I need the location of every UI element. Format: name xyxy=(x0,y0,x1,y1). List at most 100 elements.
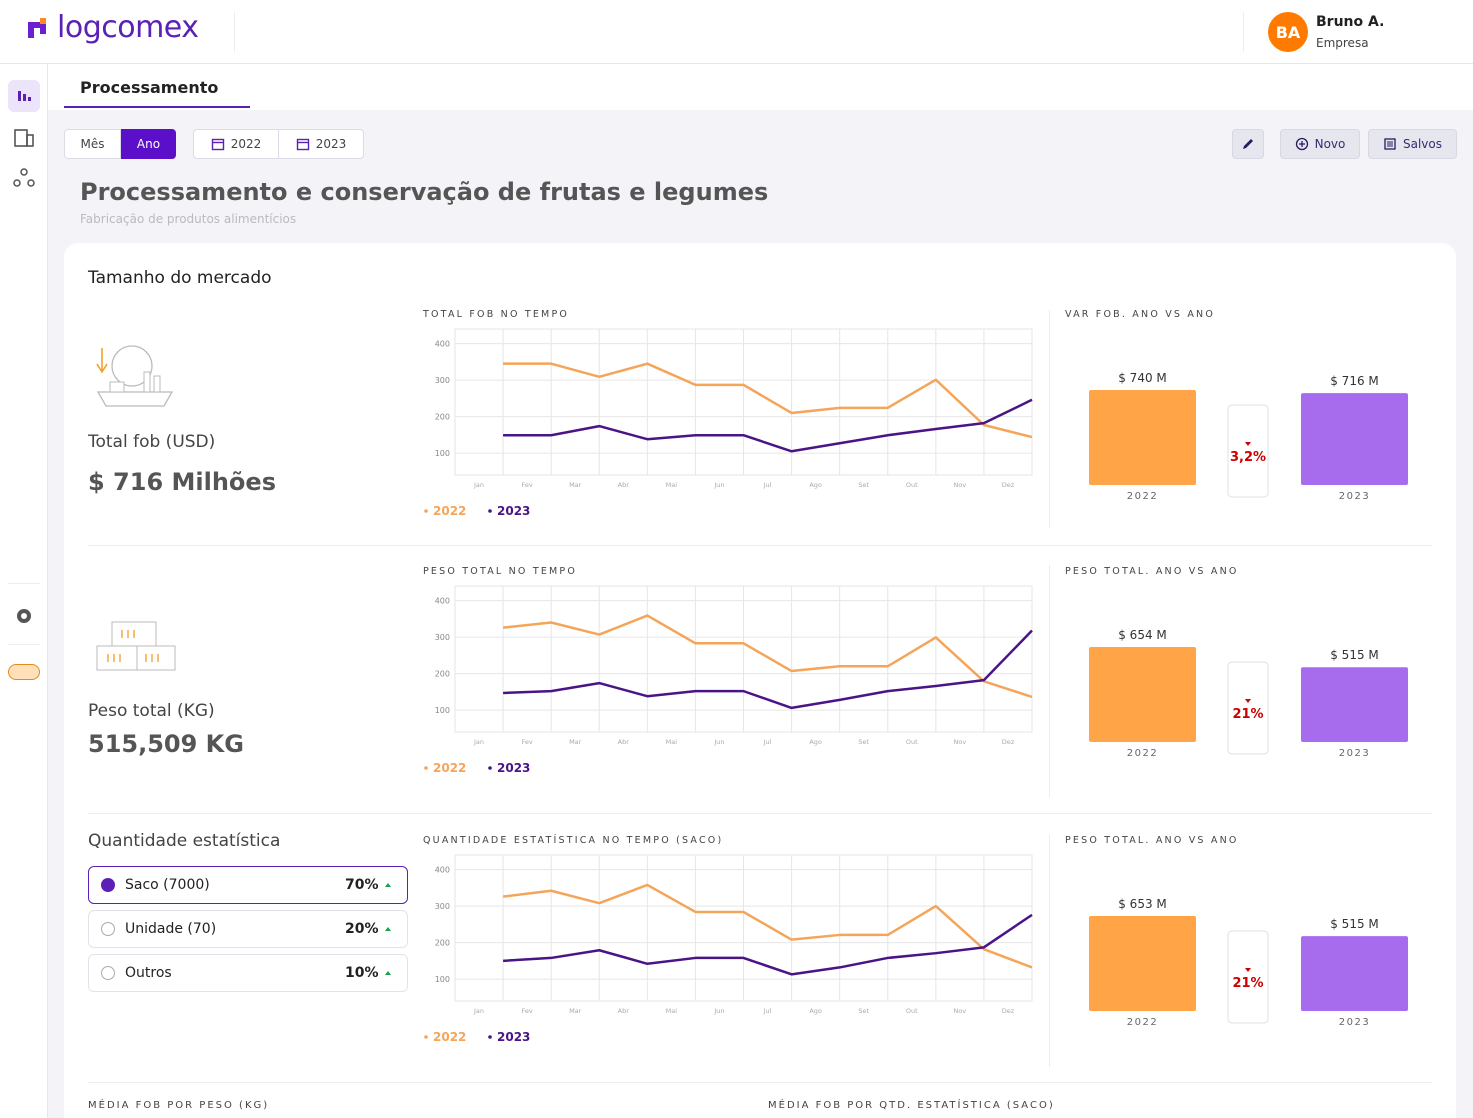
quantity-option[interactable]: Saco (7000) 70% xyxy=(88,866,408,904)
line-chart: QUANTIDADE ESTATÍSTICA NO TEMPO (SACO) 10… xyxy=(423,834,1033,1044)
legend-dot xyxy=(488,1035,492,1039)
bar-value-label: $ 515 M xyxy=(1330,648,1379,662)
card-title: Tamanho do mercado xyxy=(88,268,272,288)
year-from[interactable]: 2022 xyxy=(193,129,279,159)
kpi-value: 515,509 KG xyxy=(88,730,244,758)
bar-category: 2023 xyxy=(1339,748,1370,759)
chart-title: PESO TOTAL NO TEMPO xyxy=(423,566,577,577)
nav-buildings[interactable] xyxy=(12,126,36,150)
legend-dot xyxy=(488,509,492,513)
period-year[interactable]: Ano xyxy=(121,129,176,159)
y-tick-label: 300 xyxy=(435,902,450,911)
x-tick-label: Dez xyxy=(1002,1007,1015,1015)
x-tick-label: Out xyxy=(906,481,918,489)
x-tick-label: Out xyxy=(906,1007,918,1015)
x-tick-label: Ago xyxy=(809,738,822,746)
chart-title: VAR FOB. ANO VS ANO xyxy=(1065,309,1215,320)
series-line xyxy=(502,883,1033,969)
x-tick-label: Mai xyxy=(666,738,678,746)
y-tick-label: 400 xyxy=(435,866,450,875)
x-tick-label: Jul xyxy=(763,481,772,489)
user-role: Empresa xyxy=(1316,36,1369,50)
footer-title: MÉDIA FOB POR QTD. ESTATÍSTICA (SACO) xyxy=(768,1100,1055,1111)
year-to[interactable]: 2023 xyxy=(278,129,364,159)
x-tick-label: Mar xyxy=(569,1007,582,1015)
period-month[interactable]: Mês xyxy=(64,129,121,159)
bar-category: 2022 xyxy=(1127,748,1158,759)
y-tick-label: 300 xyxy=(435,633,450,642)
series-line xyxy=(503,362,1033,439)
year-label: 2022 xyxy=(230,137,262,151)
nav-charts[interactable] xyxy=(8,80,40,112)
bar-chart: PESO TOTAL. ANO VS ANO $ 653 M 2022 $ 515 M… xyxy=(1065,835,1408,1028)
quantity-option[interactable]: Outros 10% xyxy=(88,954,408,992)
x-tick-label: Dez xyxy=(1002,738,1015,746)
up-arrow xyxy=(385,971,391,975)
bar-category: 2022 xyxy=(1127,491,1158,502)
y-tick-label: 100 xyxy=(435,449,450,458)
x-tick-label: Nov xyxy=(954,481,967,489)
option-label: Unidade (70) xyxy=(125,921,217,937)
bar-category: 2022 xyxy=(1127,1017,1158,1028)
boxes-icon xyxy=(96,621,176,671)
down-arrow xyxy=(1245,699,1251,703)
option-label: Saco (7000) xyxy=(125,877,210,893)
page-title: Processamento e conservação de frutas e … xyxy=(80,178,769,206)
x-tick-label: Mai xyxy=(666,1007,678,1015)
legend-dot xyxy=(424,509,428,513)
nav-network[interactable] xyxy=(12,166,36,190)
x-tick-label: Jan xyxy=(473,738,484,746)
avatar[interactable]: BA xyxy=(1268,12,1308,52)
change-label: 3,2% xyxy=(1230,450,1266,465)
bar-value-label: $ 654 M xyxy=(1118,628,1167,642)
x-tick-label: Jun xyxy=(713,481,724,489)
page-subtitle: Fabricação de produtos alimentícios xyxy=(80,212,297,226)
change-label: 21% xyxy=(1232,976,1263,991)
x-tick-label: Jan xyxy=(473,481,484,489)
brand: logcomex xyxy=(57,10,199,45)
bar-value-label: $ 740 M xyxy=(1118,371,1167,385)
bar-chart: VAR FOB. ANO VS ANO $ 740 M 2022 $ 716 M 202… xyxy=(1065,309,1408,502)
x-tick-label: Ago xyxy=(809,481,822,489)
quantity-option[interactable]: Unidade (70) 20% xyxy=(88,910,408,948)
up-arrow xyxy=(385,927,391,931)
x-tick-label: Mar xyxy=(569,738,582,746)
x-tick-label: Abr xyxy=(618,1007,630,1015)
line-chart: PESO TOTAL NO TEMPO 100 200 300 400 Jan Fev Mar… xyxy=(423,566,1033,775)
legend-label: 2023 xyxy=(497,761,530,775)
edit-button[interactable] xyxy=(1232,129,1264,159)
tab[interactable]: Processamento e... xyxy=(64,64,250,145)
legend-label: 2022 xyxy=(433,504,466,518)
x-tick-label: Jul xyxy=(763,1007,772,1015)
saved-button[interactable]: Salvos xyxy=(1368,129,1457,159)
x-tick-label: Jun xyxy=(713,1007,724,1015)
x-tick-label: Nov xyxy=(954,1007,967,1015)
user-name: Bruno A. xyxy=(1316,14,1385,30)
legend-label: 2022 xyxy=(433,1030,466,1044)
series-line xyxy=(503,398,1033,453)
legend-dot xyxy=(488,766,492,770)
bar-value-label: $ 653 M xyxy=(1118,897,1167,911)
chart-title: PESO TOTAL. ANO VS ANO xyxy=(1065,566,1239,577)
new-button[interactable]: Novo xyxy=(1280,129,1360,159)
legend-label: 2023 xyxy=(497,504,530,518)
radio xyxy=(101,966,115,980)
bar xyxy=(1301,667,1408,742)
x-tick-label: Nov xyxy=(954,738,967,746)
x-tick-label: Jul xyxy=(763,738,772,746)
change-box xyxy=(1227,661,1269,755)
option-share: 70% xyxy=(345,877,379,893)
y-tick-label: 200 xyxy=(435,670,450,679)
x-tick-label: Ago xyxy=(809,1007,822,1015)
quantity-title: Quantidade estatística xyxy=(88,831,281,851)
x-tick-label: Fev xyxy=(522,1007,533,1015)
down-arrow xyxy=(1245,442,1251,446)
new-label: Novo xyxy=(1314,137,1346,151)
bar xyxy=(1301,936,1408,1011)
down-arrow xyxy=(1245,968,1251,972)
x-tick-label: Set xyxy=(858,1007,869,1015)
nav-settings[interactable] xyxy=(12,604,36,628)
radio xyxy=(101,922,115,936)
toggle[interactable] xyxy=(8,664,40,680)
